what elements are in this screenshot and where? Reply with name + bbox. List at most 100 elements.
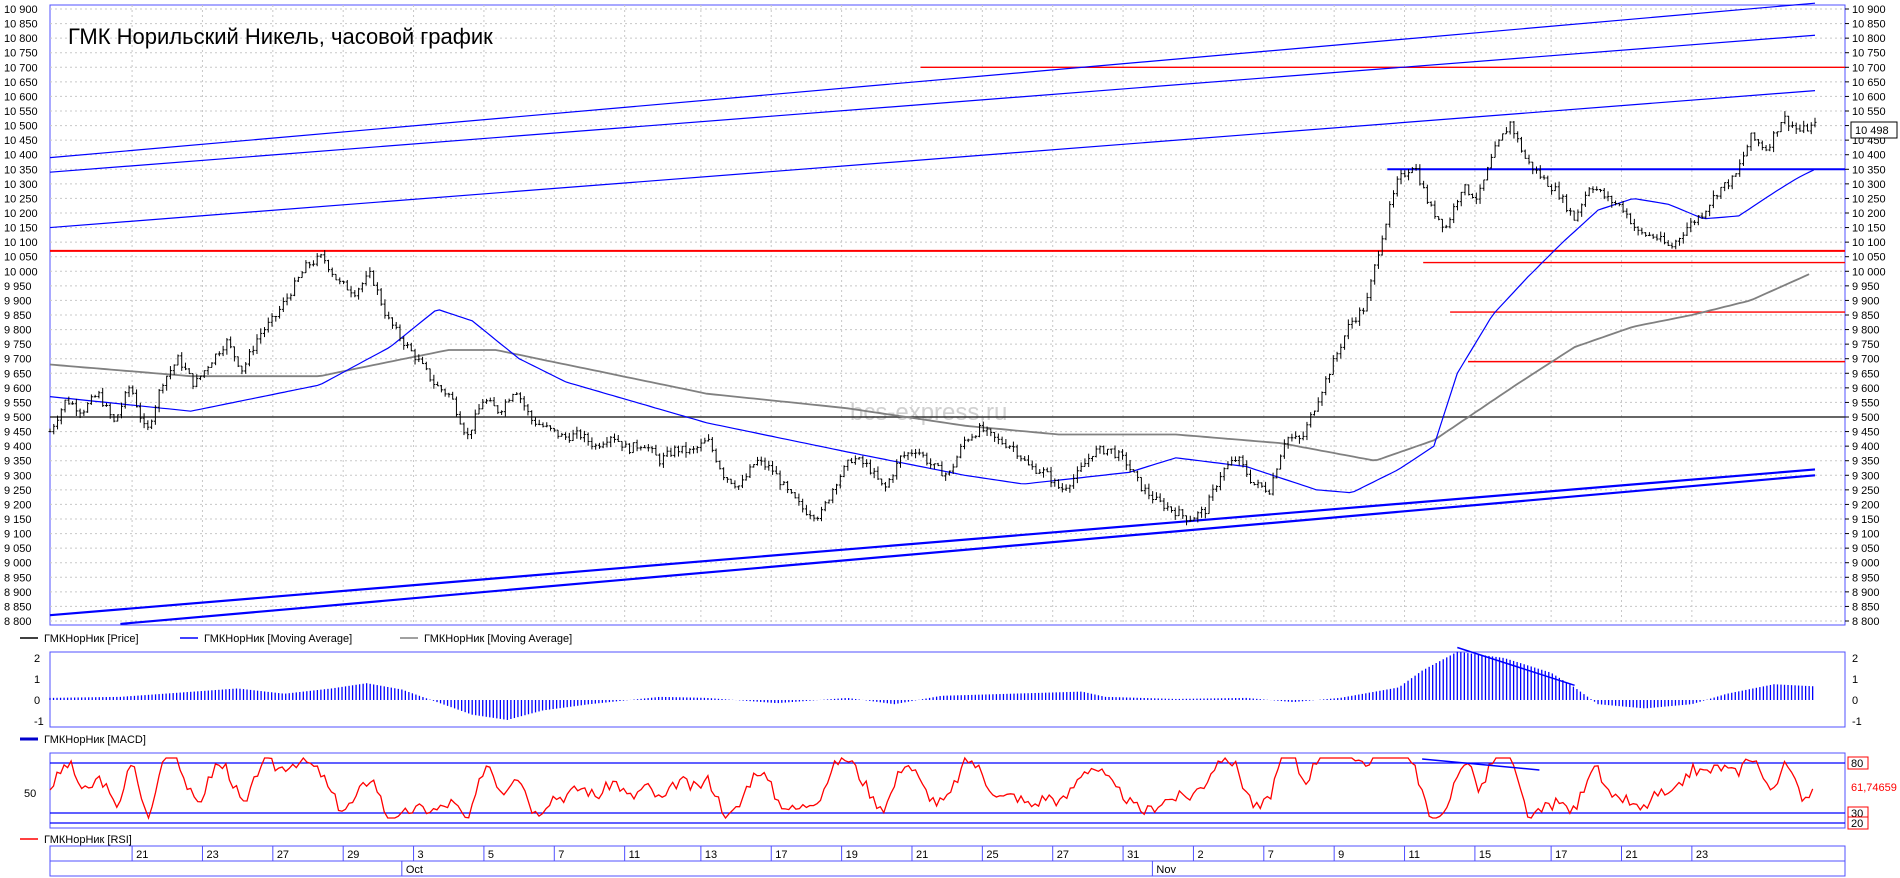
y-tick-label: 9 750: [1852, 339, 1880, 351]
y-tick-label: 10 050: [4, 252, 38, 264]
y-tick-label: 9 000: [1852, 558, 1880, 570]
y-tick-label: 10 750: [1852, 48, 1886, 60]
y-tick-label: 9 900: [4, 295, 32, 307]
y-tick-label: 10 050: [1852, 252, 1886, 264]
macd-tick-label: -1: [34, 716, 44, 728]
x-tick-label: 5: [488, 849, 494, 861]
macd-tick-label: 1: [34, 674, 40, 686]
x-tick-label: 17: [1555, 849, 1567, 861]
y-tick-label: 9 550: [4, 397, 32, 409]
horizontal-levels: [50, 66, 1845, 418]
macd-tick-label: -1: [1852, 716, 1862, 728]
y-tick-label: 10 850: [4, 19, 38, 31]
y-tick-label: 10 600: [1852, 91, 1886, 103]
y-tick-label: 10 150: [1852, 223, 1886, 235]
y-tick-label: 10 900: [4, 4, 38, 16]
y-tick-label: 10 400: [4, 150, 38, 162]
y-tick-label: 10 750: [4, 48, 38, 60]
y-tick-label: 10 700: [1852, 62, 1886, 74]
y-tick-label: 9 350: [1852, 456, 1880, 468]
rsi-last-badge: [1851, 780, 1899, 794]
macd-tick-label: 2: [1852, 653, 1858, 665]
y-tick-label: 10 650: [1852, 77, 1886, 89]
y-tick-label: 9 200: [4, 499, 32, 511]
rsi-trend-line: [1422, 758, 1540, 771]
y-tick-label: 9 100: [4, 529, 32, 541]
y-tick-label: 9 600: [4, 383, 32, 395]
macd-tick-label: 0: [1852, 695, 1858, 707]
macd-trend-line: [1457, 646, 1575, 687]
y-tick-label: 9 450: [1852, 427, 1880, 439]
y-tick-label: 8 900: [4, 587, 32, 599]
macd-tick-label: 0: [34, 695, 40, 707]
rsi-path: [49, 756, 1814, 821]
x-tick-label: 7: [558, 849, 564, 861]
last-price-label: 10 498: [1855, 125, 1889, 137]
x-tick-label: 21: [136, 849, 148, 861]
y-tick-label: 10 000: [4, 266, 38, 278]
y-tick-label: 10 900: [1852, 4, 1886, 16]
macd-tick-label: 2: [34, 653, 40, 665]
trend-line: [120, 474, 1816, 626]
y-tick-label: 10 700: [4, 62, 38, 74]
x-tick-label: 29: [347, 849, 359, 861]
rsi-panel: [49, 752, 1846, 829]
legend-price: ГМКНорНик [Price]: [44, 633, 139, 645]
y-tick-label: 10 300: [1852, 179, 1886, 191]
x-tick-label: 15: [1479, 849, 1491, 861]
y-tick-label: 10 200: [4, 208, 38, 220]
y-tick-label: 9 750: [4, 339, 32, 351]
y-tick-label: 10 350: [1852, 164, 1886, 176]
price-candles: [48, 111, 1817, 526]
x-tick-label: 27: [277, 849, 289, 861]
y-tick-label: 9 500: [1852, 412, 1880, 424]
y-tick-label: 10 250: [1852, 193, 1886, 205]
moving-average-fast: [49, 169, 1815, 494]
moving-average-slow: [49, 273, 1810, 462]
y-tick-label: 10 200: [1852, 208, 1886, 220]
x-tick-label: 23: [1696, 849, 1708, 861]
month-label: Oct: [406, 864, 423, 876]
y-tick-label: 10 800: [4, 33, 38, 45]
y-tick-label: 8 850: [4, 601, 32, 613]
trend-line: [49, 468, 1816, 617]
time-axis: 21 23 27 29 3 5 7 11 13 17 19 21 25 27 31 2 7 9 11 15 17 21 23…: [50, 846, 1845, 876]
y-tick-label: 9 950: [1852, 281, 1880, 293]
y-tick-label: 10 550: [1852, 106, 1886, 118]
y-tick-label: 10 650: [4, 77, 38, 89]
y-tick-label: 9 300: [1852, 470, 1880, 482]
legend-ma-slow: ГМКНорНик [Moving Average]: [424, 633, 572, 645]
y-tick-label: 9 600: [1852, 383, 1880, 395]
x-tick-label: 9: [1338, 849, 1344, 861]
y-tick-label: 10 100: [1852, 237, 1886, 249]
y-tick-label: 10 600: [4, 91, 38, 103]
x-tick-label: 25: [986, 849, 998, 861]
x-tick-label: 2: [1197, 849, 1203, 861]
x-tick-label: 27: [1057, 849, 1069, 861]
chart-title: ГМК Норильский Никель, часовой график: [68, 24, 493, 49]
y-tick-label: 9 800: [1852, 325, 1880, 337]
y-tick-label: 10 800: [1852, 33, 1886, 45]
y-tick-label: 9 900: [1852, 295, 1880, 307]
y-tick-label: 9 850: [1852, 310, 1880, 322]
y-tick-label: 10 500: [4, 121, 38, 133]
y-tick-label: 8 800: [1852, 616, 1880, 628]
last-price-badge: [1850, 121, 1898, 139]
x-tick-label: 23: [206, 849, 218, 861]
y-tick-label: 9 800: [4, 325, 32, 337]
price-axis-left: 8 800 8 850 8 900 8 950 9 000 9 050 9 100 9 150…: [4, 4, 38, 628]
macd-panel: [49, 651, 1846, 728]
rsi-line: [49, 756, 1845, 824]
rsi-tick-box: [1847, 756, 1869, 770]
y-tick-label: 9 650: [1852, 368, 1880, 380]
y-tick-label: 9 000: [4, 558, 32, 570]
y-tick-label: 10 100: [4, 237, 38, 249]
y-tick-label: 8 850: [1852, 601, 1880, 613]
y-tick-label: 9 200: [1852, 499, 1880, 511]
y-tick-label: 10 300: [4, 179, 38, 191]
y-tick-label: 9 250: [4, 485, 32, 497]
trend-line: [49, 2, 1816, 159]
y-tick-label: 8 950: [4, 572, 32, 584]
